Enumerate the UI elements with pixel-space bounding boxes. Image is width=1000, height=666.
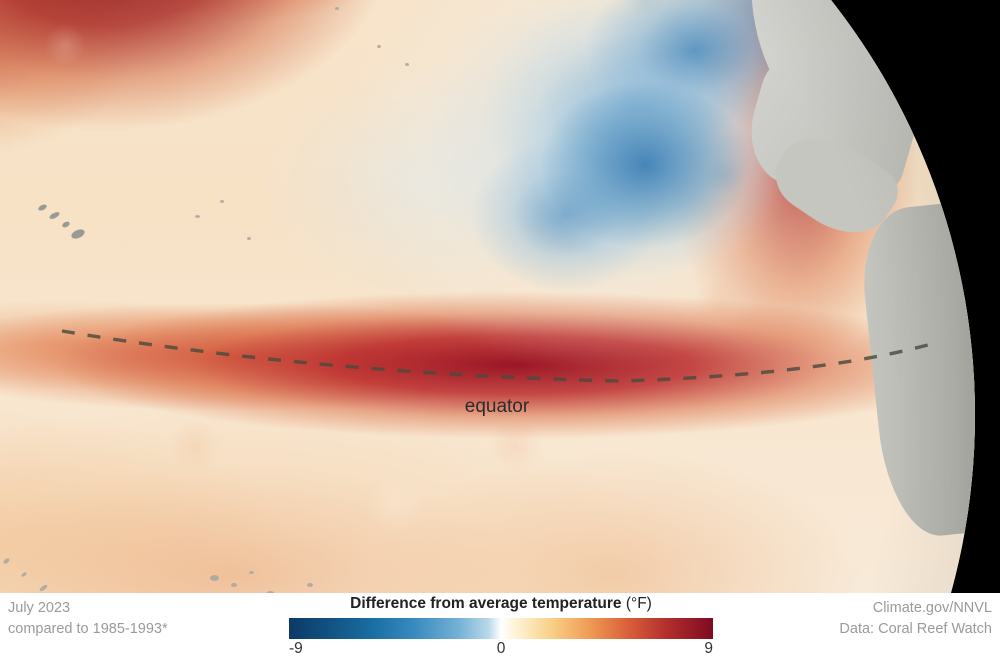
figure-footer: July 2023 compared to 1985-1993* Differe… [0, 593, 1000, 666]
caption-right: Climate.gov/NNVL Data: Coral Reef Watch [839, 598, 992, 640]
land-pacific-island [307, 583, 313, 587]
color-legend: Difference from average temperature (°F)… [289, 594, 713, 662]
land-pacific-island [377, 45, 381, 48]
land-pacific-island [267, 591, 274, 593]
land-pacific-island [220, 200, 224, 203]
land-pacific-island [247, 237, 251, 240]
land-pacific-island [335, 7, 339, 10]
land-pacific-island [210, 575, 219, 581]
legend-tick-min: -9 [289, 640, 303, 657]
land-pacific-island [249, 571, 254, 574]
legend-color-bar [289, 618, 713, 639]
land-pacific-island [231, 583, 237, 587]
land-pacific-island [195, 215, 200, 218]
caption-baseline: compared to 1985-1993* [8, 621, 168, 637]
caption-left: July 2023 compared to 1985-1993* [8, 598, 168, 640]
legend-tick-max: 9 [704, 640, 713, 657]
legend-title-main: Difference from average temperature [350, 595, 622, 612]
credit-data: Data: Coral Reef Watch [839, 621, 992, 637]
caption-period: July 2023 [8, 600, 71, 616]
globe-map: equator [0, 0, 1000, 593]
legend-title-unit: (°F) [625, 595, 652, 612]
legend-ticks: -9 0 9 [289, 640, 713, 662]
legend-title: Difference from average temperature (°F) [289, 594, 713, 614]
legend-tick-mid: 0 [496, 640, 506, 657]
globe-sphere [0, 0, 975, 593]
credit-source: Climate.gov/NNVL [872, 600, 992, 616]
land-pacific-island [405, 63, 409, 66]
globe-limb-shading [0, 0, 975, 593]
